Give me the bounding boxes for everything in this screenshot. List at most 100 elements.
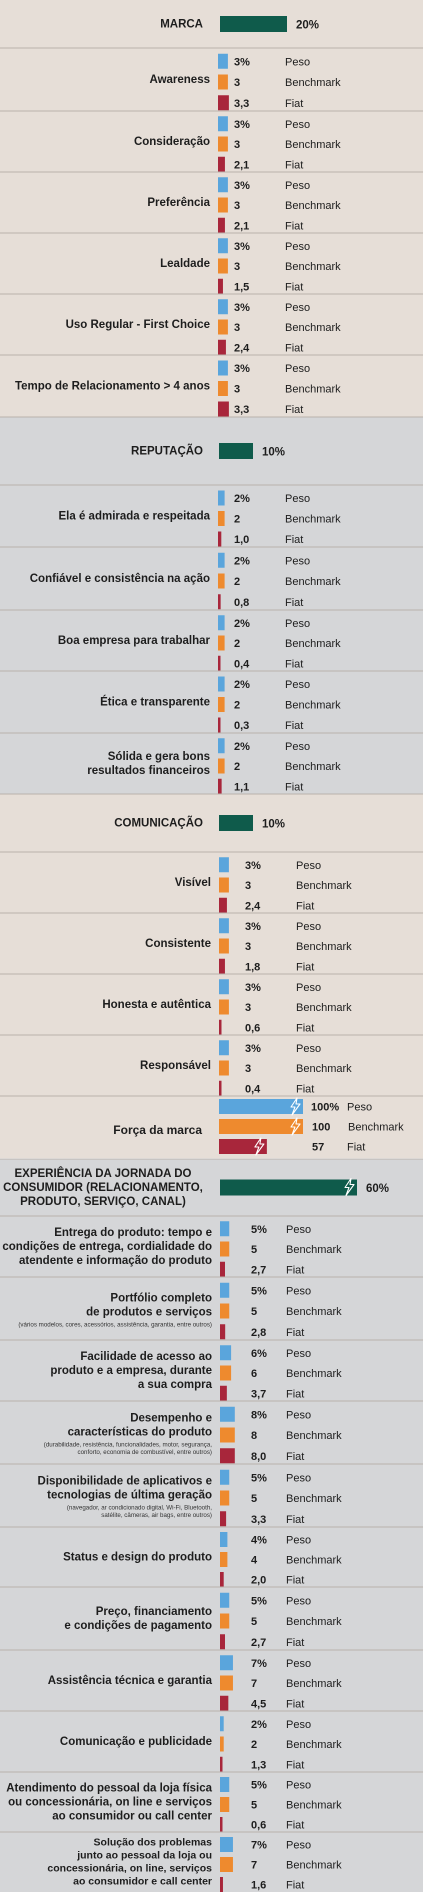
s4-row7-peso-bar bbox=[220, 1655, 233, 1671]
s1-row1-peso-bar bbox=[218, 552, 225, 568]
s1-row1-fiat-legend: Fiat bbox=[285, 597, 303, 609]
s4-row2-benchmark-bar bbox=[220, 1365, 232, 1381]
s4-row0-fiat-value: 2,7 bbox=[251, 1264, 266, 1276]
s4-row0-label-line0: Entrega do produto: tempo e bbox=[54, 1227, 212, 1239]
s4-row10-label-line2: concessionária, on line, serviços bbox=[47, 1863, 212, 1875]
s4-row1-fiat-value: 2,8 bbox=[251, 1327, 266, 1339]
s0-row3-peso-bar bbox=[218, 238, 228, 254]
s4-row6-peso-legend: Peso bbox=[286, 1595, 311, 1607]
s4-row5-fiat-value: 2,0 bbox=[251, 1575, 266, 1587]
s1-row0-fiat-value: 1,0 bbox=[234, 534, 249, 546]
s0-row0-label-line0: Awareness bbox=[149, 74, 210, 86]
s4-row8-benchmark-bar bbox=[220, 1736, 224, 1752]
s0-row2-fiat-bar bbox=[218, 217, 225, 233]
s2-row3-peso-value: 3% bbox=[245, 1043, 261, 1055]
s0-row5-fiat-value: 3,3 bbox=[234, 404, 249, 416]
s4-row2-fiat-value: 3,7 bbox=[251, 1388, 266, 1400]
s1-row1-fiat-bar bbox=[218, 594, 221, 610]
s4-row5-label-line0: Status e design do produto bbox=[63, 1552, 212, 1564]
s2-row1-benchmark-legend: Benchmark bbox=[296, 941, 352, 953]
s1-row0-peso-value: 2% bbox=[234, 493, 250, 505]
s4-row6-peso-value: 5% bbox=[251, 1595, 267, 1607]
s4-row2-benchmark-legend: Benchmark bbox=[286, 1368, 342, 1380]
s4-row6-benchmark-legend: Benchmark bbox=[286, 1616, 342, 1628]
s0-row4-fiat-value: 2,4 bbox=[234, 342, 250, 354]
s4-row7-fiat-value: 4,5 bbox=[251, 1698, 266, 1710]
s1-row0-fiat-legend: Fiat bbox=[285, 534, 303, 546]
s1-row2-benchmark-legend: Benchmark bbox=[285, 638, 341, 650]
s4-row2-benchmark-value: 6 bbox=[251, 1368, 257, 1380]
s2-row1-label-line0: Consistente bbox=[145, 938, 211, 950]
s0-row3-peso-legend: Peso bbox=[285, 241, 310, 253]
s4-row4-fiat-bar bbox=[220, 1511, 227, 1527]
s4-row0-benchmark-bar bbox=[220, 1241, 230, 1257]
s1-row1-benchmark-bar bbox=[218, 573, 225, 589]
section-1-weight-value: 10% bbox=[262, 447, 285, 459]
s1-row2-peso-bar bbox=[218, 615, 225, 631]
s0-row1-fiat-value: 2,1 bbox=[234, 159, 249, 171]
s1-row4-benchmark-legend: Benchmark bbox=[285, 761, 341, 773]
s4-row1-peso-value: 5% bbox=[251, 1285, 267, 1297]
s0-row3-fiat-legend: Fiat bbox=[285, 281, 303, 293]
s4-row7-benchmark-legend: Benchmark bbox=[286, 1678, 342, 1690]
s4-row9-benchmark-legend: Benchmark bbox=[286, 1800, 342, 1812]
s1-row3-peso-value: 2% bbox=[234, 679, 250, 691]
s2-row3-benchmark-value: 3 bbox=[245, 1063, 251, 1075]
section-3-bg bbox=[0, 1096, 423, 1159]
section-1-bg bbox=[0, 417, 423, 794]
total-benchmark-bar bbox=[219, 1119, 303, 1134]
s4-row3-sublabel-line0: (durabilidade, resistência, funcionalida… bbox=[44, 1442, 212, 1449]
section-4-title-line0: EXPERIÊNCIA DA JORNADA DO bbox=[15, 1167, 192, 1180]
s4-row0-peso-value: 5% bbox=[251, 1224, 267, 1236]
s0-row2-label-line0: Preferência bbox=[147, 197, 210, 209]
s2-row2-peso-value: 3% bbox=[245, 982, 261, 994]
section-4-title-line1: CONSUMIDOR (RELACIONAMENTO, bbox=[3, 1182, 203, 1194]
s4-row10-peso-bar bbox=[220, 1837, 233, 1852]
s4-row0-label-line1: condições de entrega, cordialidade do bbox=[2, 1241, 212, 1253]
s4-row4-peso-value: 5% bbox=[251, 1472, 267, 1484]
s4-row7-fiat-legend: Fiat bbox=[286, 1698, 304, 1710]
s2-row0-benchmark-value: 3 bbox=[245, 880, 251, 892]
s1-row4-fiat-legend: Fiat bbox=[285, 781, 303, 793]
s2-row2-fiat-legend: Fiat bbox=[296, 1022, 314, 1034]
s1-row2-fiat-legend: Fiat bbox=[285, 658, 303, 670]
s0-row5-benchmark-bar bbox=[218, 381, 228, 396]
s4-row2-label-line1: produto e a empresa, durante bbox=[50, 1365, 212, 1377]
section-4-title-line2: PRODUTO, SERVIÇO, CANAL) bbox=[20, 1196, 186, 1208]
section-0-bg bbox=[0, 0, 423, 417]
s2-row2-label-line0: Honesta e autêntica bbox=[102, 999, 211, 1011]
s2-row0-peso-bar bbox=[219, 857, 229, 873]
s1-row1-fiat-value: 0,8 bbox=[234, 597, 249, 609]
s4-row10-benchmark-legend: Benchmark bbox=[286, 1860, 342, 1872]
s4-row8-label-line0: Comunicação e publicidade bbox=[60, 1736, 212, 1748]
s2-row0-fiat-bar bbox=[219, 897, 227, 913]
s0-row5-benchmark-legend: Benchmark bbox=[285, 384, 341, 396]
s4-row5-peso-legend: Peso bbox=[286, 1535, 311, 1547]
s4-row4-label-line1: tecnologias de última geração bbox=[47, 1490, 212, 1502]
s0-row4-fiat-bar bbox=[218, 339, 226, 355]
s2-row1-peso-value: 3% bbox=[245, 921, 261, 933]
total-fiat-legend: Fiat bbox=[347, 1142, 365, 1154]
s1-row4-fiat-value: 1,1 bbox=[234, 781, 249, 793]
s4-row4-benchmark-value: 5 bbox=[251, 1493, 257, 1505]
s1-row3-benchmark-value: 2 bbox=[234, 700, 240, 712]
s1-row4-peso-value: 2% bbox=[234, 741, 250, 753]
s4-row2-peso-bar bbox=[220, 1345, 232, 1361]
s2-row1-fiat-legend: Fiat bbox=[296, 961, 314, 973]
s4-row1-fiat-bar bbox=[220, 1324, 226, 1340]
s4-row0-benchmark-legend: Benchmark bbox=[286, 1244, 342, 1256]
s2-row2-benchmark-value: 3 bbox=[245, 1002, 251, 1014]
s0-row2-peso-value: 3% bbox=[234, 180, 250, 192]
s2-row3-peso-bar bbox=[219, 1040, 229, 1056]
s1-row0-fiat-bar bbox=[218, 531, 222, 547]
s1-row1-peso-legend: Peso bbox=[285, 555, 310, 567]
s0-row5-benchmark-value: 3 bbox=[234, 384, 240, 396]
s2-row3-peso-legend: Peso bbox=[296, 1043, 321, 1055]
s4-row4-peso-legend: Peso bbox=[286, 1472, 311, 1484]
s4-row3-label-line0: Desempenho e bbox=[130, 1413, 212, 1425]
s1-row0-label-line0: Ela é admirada e respeitada bbox=[59, 511, 211, 523]
s0-row5-peso-value: 3% bbox=[234, 363, 250, 375]
s1-row4-label-line0: Sólida e gera bons bbox=[108, 751, 210, 763]
s0-row0-fiat-bar bbox=[218, 95, 229, 111]
s0-row2-benchmark-legend: Benchmark bbox=[285, 200, 341, 212]
